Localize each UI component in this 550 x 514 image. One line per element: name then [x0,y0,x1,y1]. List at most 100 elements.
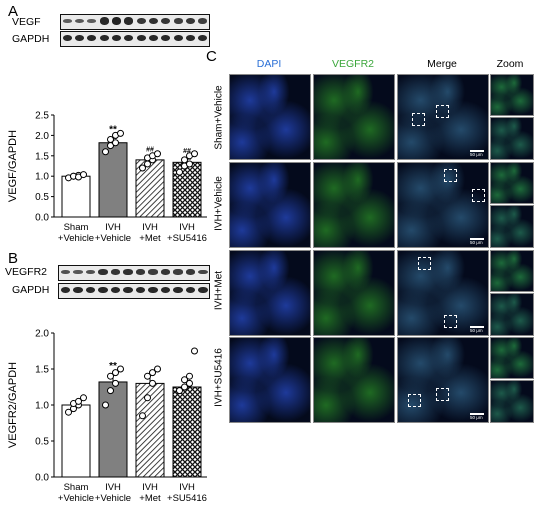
data-point [144,394,151,402]
significance-mark: ## [146,146,154,153]
blot-band [123,286,133,294]
blot-band [74,34,85,42]
blot-band [60,286,70,294]
blot-band [111,17,122,25]
zoom-inset [490,380,534,423]
scale-bar [470,413,484,415]
significance-mark: ** [109,124,117,135]
blot-band [62,19,72,23]
data-point [102,148,109,156]
panel-letter-a: A [8,3,19,20]
data-point [186,379,193,387]
y-tick-label: 2.0 [35,329,49,340]
data-point [107,135,114,143]
micrograph-merge: 50 μm [397,337,489,423]
data-point [102,401,109,409]
zoom-region-box [444,315,457,328]
blot-band [148,269,158,275]
category-label: +Vehicle [95,493,131,504]
bar [98,381,128,478]
blot-band [111,34,122,42]
data-point [112,379,119,387]
blot-band [99,17,109,25]
data-point [144,372,151,380]
blot-band [85,269,95,275]
category-label: IVH [142,482,158,493]
blot-band [136,34,146,42]
data-point [65,408,72,416]
blot-band [124,34,134,42]
row-label-sham-vehicle: Sham+Vehicle [213,85,225,150]
y-tick-label: 0.0 [35,473,49,484]
blot-band [148,34,159,42]
zoom-region-box [412,113,425,126]
blot-band [110,286,120,294]
significance-mark: ** [109,361,117,372]
blot-band [148,286,158,294]
data-point [154,150,161,158]
panel-letter-c: C [206,48,217,65]
y-tick-label: 2.0 [35,131,49,142]
data-point [112,139,119,147]
micrograph-merge: 50 μm [397,74,489,160]
data-point [139,412,146,420]
blot-band [98,269,108,275]
y-tick-label: 1.5 [35,151,49,162]
data-point [191,150,198,158]
data-point [181,383,188,391]
blot-band [73,270,83,274]
blot-band [60,269,70,275]
category-label: +Vehicle [95,233,131,244]
blot-band [135,286,145,294]
micrograph-merge: 50 μm [397,162,489,248]
category-label: +Met [139,493,161,504]
category-label: IVH [142,222,158,233]
y-tick-label: 1.5 [35,365,49,376]
category-label: +SU5416 [167,493,207,504]
blot-band [185,269,195,275]
blot-band [124,17,134,25]
column-header-merge: Merge [427,58,457,70]
data-point [75,397,82,405]
data-point [139,164,146,172]
blot-band [110,269,120,275]
data-point [181,376,188,384]
bar [172,386,202,478]
zoom-region-box [436,388,449,401]
western-blot-gapdh-a [60,31,210,47]
zoom-inset [490,293,534,336]
data-point [107,372,114,380]
bar-chart-vegfr2: 0.00.51.01.52.0VEGFR2/GAPDHSham+Vehicle*… [7,329,207,504]
category-label: IVH [179,482,195,493]
blot-band [173,269,183,275]
zoom-inset [490,337,534,379]
column-header-dapi: DAPI [256,58,282,70]
data-point [107,387,114,395]
data-point [186,372,193,380]
y-axis-label: VEGFR2/GAPDH [7,362,19,448]
bar [61,175,91,218]
blot-label-gapdh-a: GAPDH [12,33,50,45]
micrograph-dapi [229,250,311,336]
blot-band [136,17,146,25]
blot-band [160,286,170,294]
category-label: IVH [105,482,121,493]
data-point [117,365,124,373]
zoom-region-box [444,169,457,182]
blot-band [198,34,208,42]
scale-bar-label: 50 μm [470,415,483,420]
blot-band [185,17,196,25]
data-point [117,129,124,137]
micrograph-vegfr2 [313,162,395,248]
y-tick-label: 1.0 [35,401,49,412]
blot-band [173,18,183,24]
zoom-inset [490,205,534,248]
zoom-inset [490,250,534,292]
scale-bar [470,238,484,240]
column-header-zoom: Zoom [496,58,524,70]
category-label: IVH [105,222,121,233]
blot-band [123,269,133,275]
y-tick-label: 0.0 [35,213,49,224]
scale-bar [470,326,484,328]
micrograph-vegfr2 [313,337,395,423]
